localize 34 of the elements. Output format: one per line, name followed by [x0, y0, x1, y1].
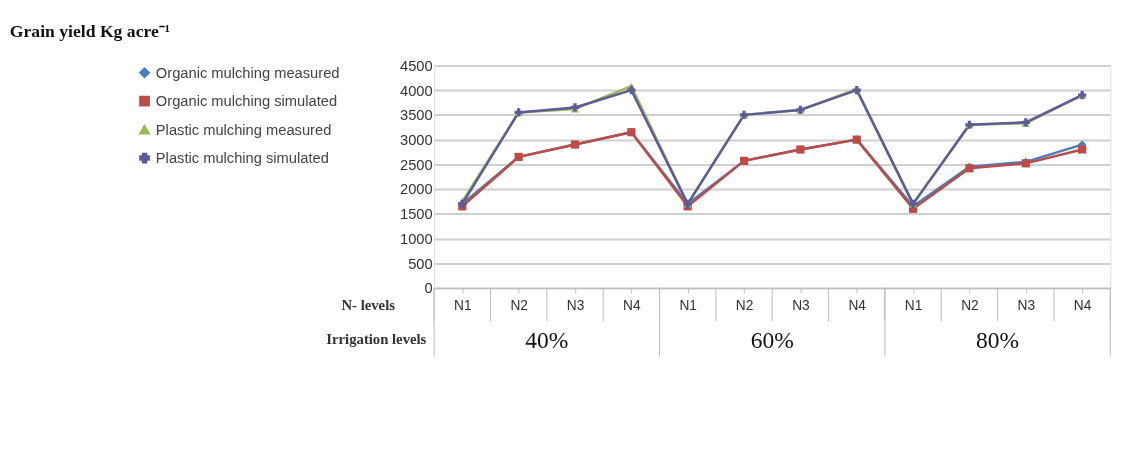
y-tick-label: 4000	[399, 82, 433, 99]
y-tick-label: 3500	[399, 107, 433, 124]
text: Irrigation levels	[326, 330, 427, 347]
text: Grain yield Kg acre⁻¹	[9, 21, 171, 42]
y-tick-label: 1500	[399, 206, 433, 223]
x-axis-title: N- levels	[341, 297, 396, 314]
y-tick-label: 3000	[399, 131, 433, 148]
point	[627, 86, 636, 95]
y-tick-label: 4500	[399, 57, 433, 74]
x-tick-label: N3	[792, 297, 811, 313]
x-tick-label: N2	[735, 297, 754, 313]
y-tick-label: 1000	[399, 230, 433, 247]
x-tick-label: N4	[623, 297, 641, 313]
text: 40%	[525, 326, 569, 353]
x-tick-label: N1	[904, 297, 923, 313]
x-tick-label: N4	[848, 297, 867, 313]
y-tick-label: 2500	[399, 156, 433, 173]
y-tick-label: 0	[424, 280, 433, 297]
legend-label: Plastic mulching measured	[155, 121, 332, 138]
x-tick-label: N1	[679, 297, 697, 313]
legend-label: Organic mulching simulated	[155, 93, 338, 110]
x-tick-label: N2	[510, 297, 528, 313]
text: 60%	[750, 326, 794, 353]
x-tick-label: N4	[1073, 297, 1092, 313]
y-tick-label: 2000	[399, 181, 433, 198]
point	[1078, 145, 1087, 154]
x-tick-label: N3	[1017, 297, 1036, 313]
text: 80%	[976, 326, 1020, 353]
legend-label: Plastic mulching simulated	[155, 149, 329, 166]
legend-label: Organic mulching measured	[155, 64, 340, 81]
y-tick-label: 500	[408, 255, 433, 272]
x-tick-label: N1	[454, 297, 472, 313]
x-tick-label: N2	[961, 297, 979, 313]
x-tick-label: N3	[566, 297, 585, 313]
